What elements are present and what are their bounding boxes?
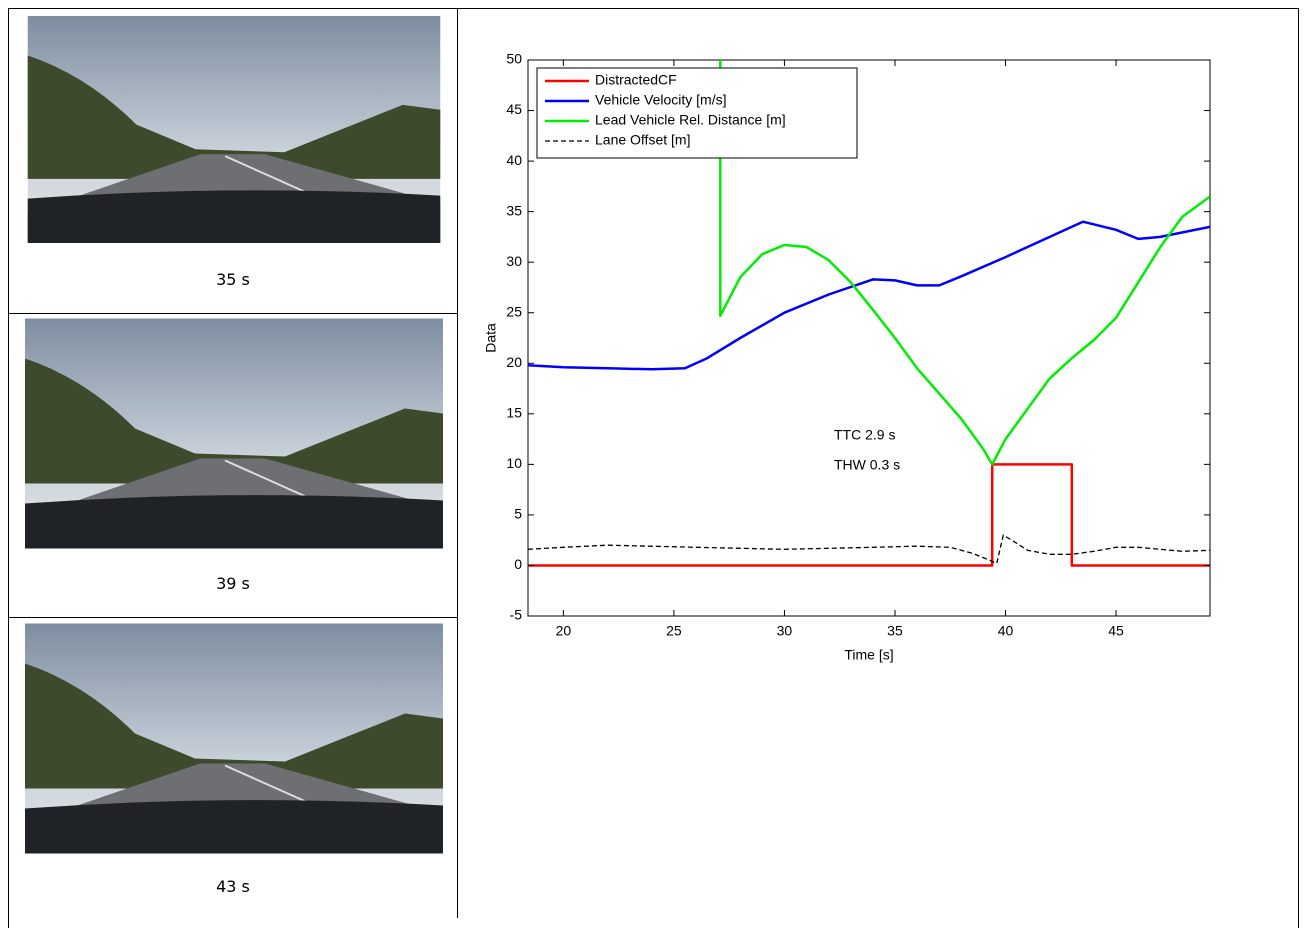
y-tick-label: 25 (506, 303, 522, 319)
annotation: TTC 2.9 s (834, 427, 895, 443)
y-tick-label: 5 (514, 506, 522, 522)
y-tick-label: -5 (510, 607, 523, 623)
legend-label: Lead Vehicle Rel. Distance [m] (595, 112, 786, 128)
y-axis-label: Data (483, 323, 499, 353)
chart: Time [s] Data TTC 2.9 s THW 0.3 s -5 0 5 10… (0, 0, 1307, 918)
x-tick-label: 45 (1108, 623, 1124, 639)
x-tick-label: 30 (777, 623, 793, 639)
x-tick-label: 25 (666, 623, 682, 639)
legend-label: DistractedCF (595, 72, 677, 88)
y-tick-label: 50 (506, 51, 522, 67)
y-tick-label: 30 (506, 253, 522, 269)
y-tick-label: 35 (506, 202, 522, 218)
x-tick-label: 20 (556, 623, 572, 639)
y-tick-label: 15 (506, 405, 522, 421)
y-tick-label: 45 (506, 101, 522, 117)
x-axis-label: Time [s] (844, 647, 893, 663)
y-tick-label: 0 (514, 556, 522, 572)
page: {"panels": [{"caption": "35 s"}, {"capti… (0, 0, 1307, 918)
x-tick-label: 40 (998, 623, 1014, 639)
legend-label: Vehicle Velocity [m/s] (595, 92, 727, 108)
annotation: THW 0.3 s (834, 457, 900, 473)
x-tick-label: 35 (887, 623, 903, 639)
legend-label: Lane Offset [m] (595, 132, 690, 148)
y-tick-label: 10 (506, 455, 522, 471)
y-tick-label: 40 (506, 152, 522, 168)
y-tick-label: 20 (506, 354, 522, 370)
